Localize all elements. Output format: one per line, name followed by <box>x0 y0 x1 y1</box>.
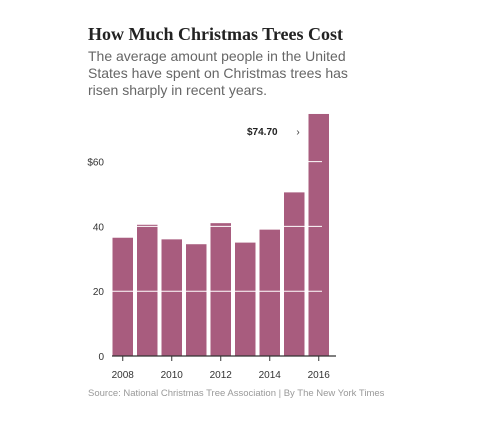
chart-title: How Much Christmas Trees Cost <box>88 24 343 44</box>
chart-subtitle: The average amount people in the United … <box>88 48 348 98</box>
bar-2008 <box>112 237 133 356</box>
x-tick-label: 2012 <box>210 370 233 381</box>
bar-2015 <box>284 192 305 356</box>
chart-source: Source: National Christmas Tree Associat… <box>88 388 385 399</box>
bar-2014 <box>259 229 280 356</box>
bar-2010 <box>161 239 182 356</box>
annotation-label: $74.70 <box>247 127 278 138</box>
x-tick-label: 2014 <box>259 370 282 381</box>
y-tick-label: 40 <box>93 222 105 233</box>
y-tick-label: 20 <box>93 287 105 298</box>
bar-2012 <box>210 223 231 356</box>
y-tick-label: 0 <box>98 352 104 363</box>
bar-2011 <box>186 244 207 356</box>
x-tick-label: 2008 <box>112 370 135 381</box>
bar-2009 <box>137 224 158 356</box>
y-tick-label: $60 <box>87 158 104 169</box>
annotation-pointer: › <box>296 127 299 138</box>
x-tick-label: 2016 <box>308 370 331 381</box>
bar-2016 <box>308 113 329 356</box>
bar-2013 <box>235 242 256 356</box>
x-tick-label: 2010 <box>161 370 184 381</box>
